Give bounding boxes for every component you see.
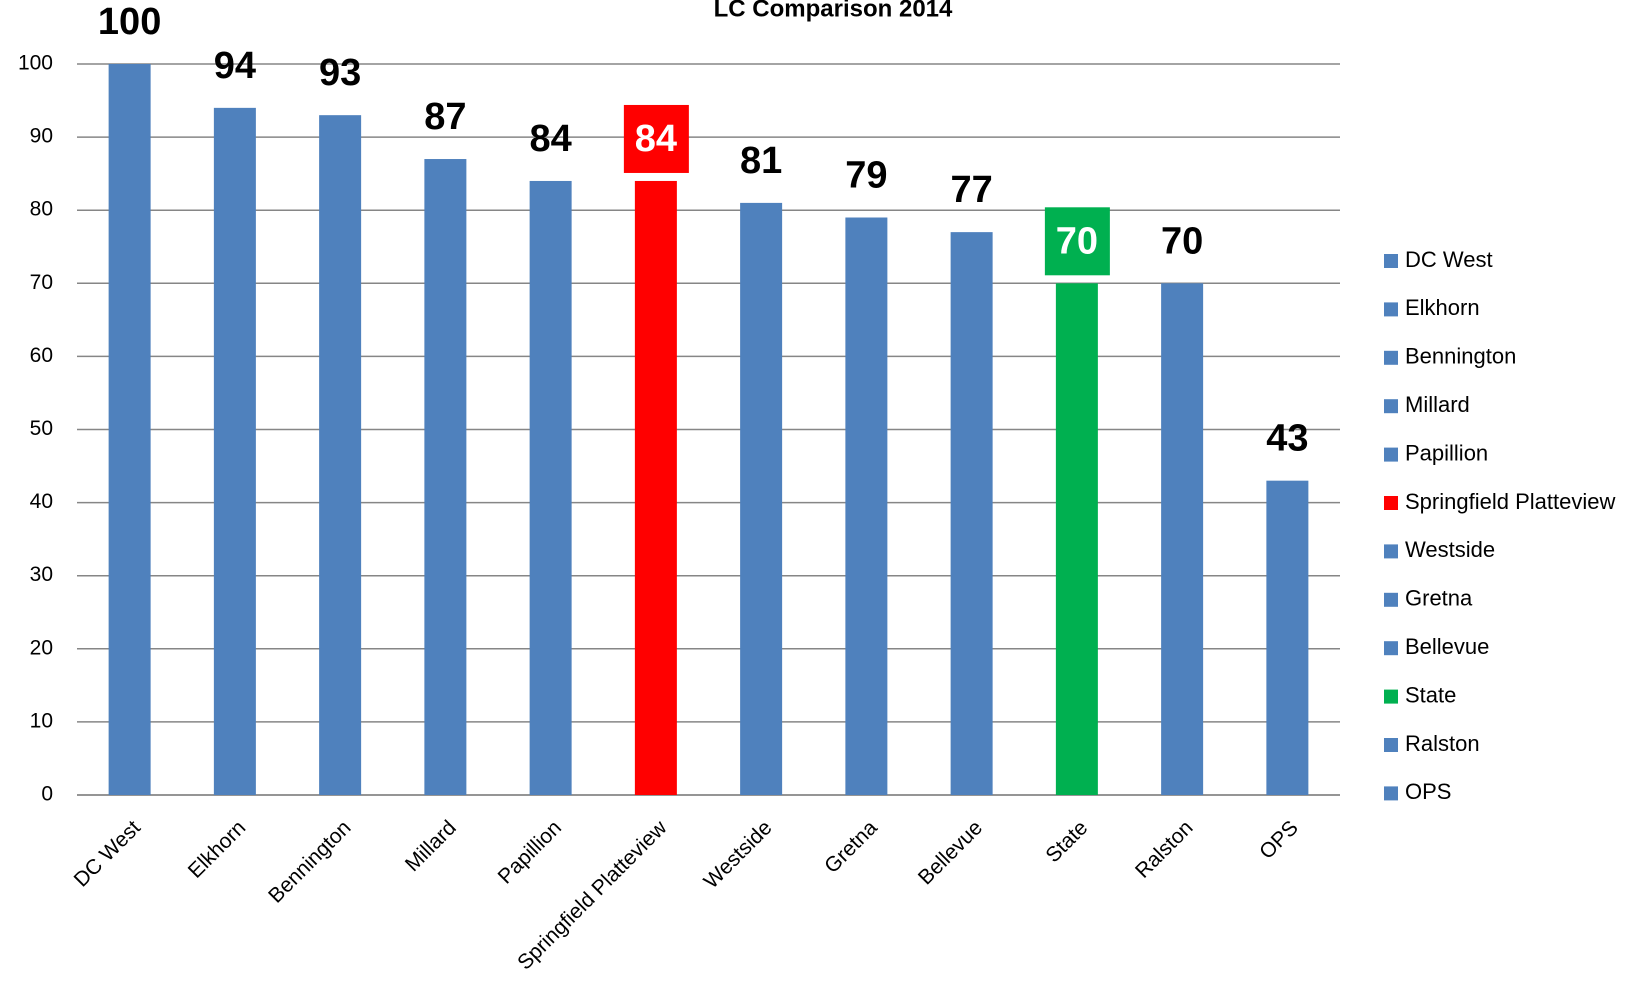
x-tick-label: Elkhorn <box>184 816 251 883</box>
legend-swatch <box>1384 350 1398 365</box>
y-tick-label: 40 <box>30 490 53 513</box>
bar <box>319 115 362 796</box>
chart-title: LC Comparison 2014 <box>714 0 953 22</box>
legend-swatch <box>1384 689 1398 704</box>
y-tick-label: 80 <box>30 198 53 221</box>
bar <box>1055 283 1098 795</box>
value-label: 43 <box>1266 418 1308 460</box>
legend-label: Papillion <box>1405 440 1488 465</box>
legend-label: Elkhorn <box>1405 295 1480 320</box>
legend-label: Bennington <box>1405 344 1516 369</box>
bar <box>1161 283 1204 795</box>
y-tick-label: 20 <box>30 636 53 659</box>
value-label: 79 <box>845 155 887 197</box>
value-label: 81 <box>740 140 782 182</box>
x-tick-label: DC West <box>70 816 146 892</box>
legend-label: DC West <box>1405 247 1493 272</box>
legend-label: OPS <box>1405 779 1451 804</box>
x-tick-label: OPS <box>1255 816 1303 864</box>
y-tick-label: 50 <box>30 417 53 440</box>
value-label: 94 <box>214 45 256 87</box>
legend-label: Westside <box>1405 537 1495 562</box>
value-label: 87 <box>424 96 466 138</box>
value-label: 70 <box>1056 220 1098 262</box>
x-tick-label: Gretna <box>820 816 882 878</box>
x-tick-label: Bellevue <box>914 816 987 889</box>
y-tick-label: 90 <box>30 125 53 148</box>
legend-label: Gretna <box>1405 586 1473 611</box>
value-label: 93 <box>319 52 361 94</box>
x-tick-label: Millard <box>401 816 461 876</box>
value-label: 77 <box>950 169 992 211</box>
y-tick-label: 60 <box>30 344 53 367</box>
bar <box>634 180 677 795</box>
bar <box>845 217 888 795</box>
legend-swatch <box>1384 399 1398 414</box>
value-label-box <box>1044 207 1110 276</box>
legend-label: Ralston <box>1405 731 1480 756</box>
bar <box>950 232 993 795</box>
x-tick-label: State <box>1041 816 1092 867</box>
legend-swatch <box>1384 302 1398 317</box>
y-tick-label: 30 <box>30 563 53 586</box>
x-tick-label: Westside <box>700 816 777 893</box>
bar <box>424 159 467 795</box>
legend-swatch <box>1384 641 1398 656</box>
y-tick-label: 10 <box>30 709 53 732</box>
legend-swatch <box>1384 592 1398 607</box>
value-label: 70 <box>1161 220 1203 262</box>
legend-label: State <box>1405 682 1456 707</box>
y-tick-label: 70 <box>30 271 53 294</box>
bar <box>740 202 783 795</box>
x-tick-label: Bennington <box>264 816 355 907</box>
bar <box>108 64 151 795</box>
legend-swatch <box>1384 786 1398 801</box>
x-tick-label: Ralston <box>1131 816 1198 883</box>
value-label-box <box>623 104 689 173</box>
legend-label: Springfield Platteview <box>1405 489 1615 514</box>
legend-swatch <box>1384 254 1398 268</box>
bar <box>529 180 572 795</box>
legend-label: Millard <box>1405 392 1470 417</box>
legend-swatch <box>1384 738 1398 752</box>
bar <box>213 107 256 796</box>
x-tick-label: Papillion <box>494 816 566 888</box>
legend-swatch <box>1384 447 1398 462</box>
y-tick-label: 100 <box>18 52 53 75</box>
bar <box>1266 480 1309 795</box>
legend-swatch <box>1384 496 1398 510</box>
value-label: 84 <box>529 118 571 160</box>
legend-swatch <box>1384 544 1398 559</box>
y-tick-label: 0 <box>41 783 53 806</box>
legend-label: Bellevue <box>1405 634 1489 659</box>
value-label: 100 <box>98 1 161 43</box>
value-label: 84 <box>635 118 677 160</box>
